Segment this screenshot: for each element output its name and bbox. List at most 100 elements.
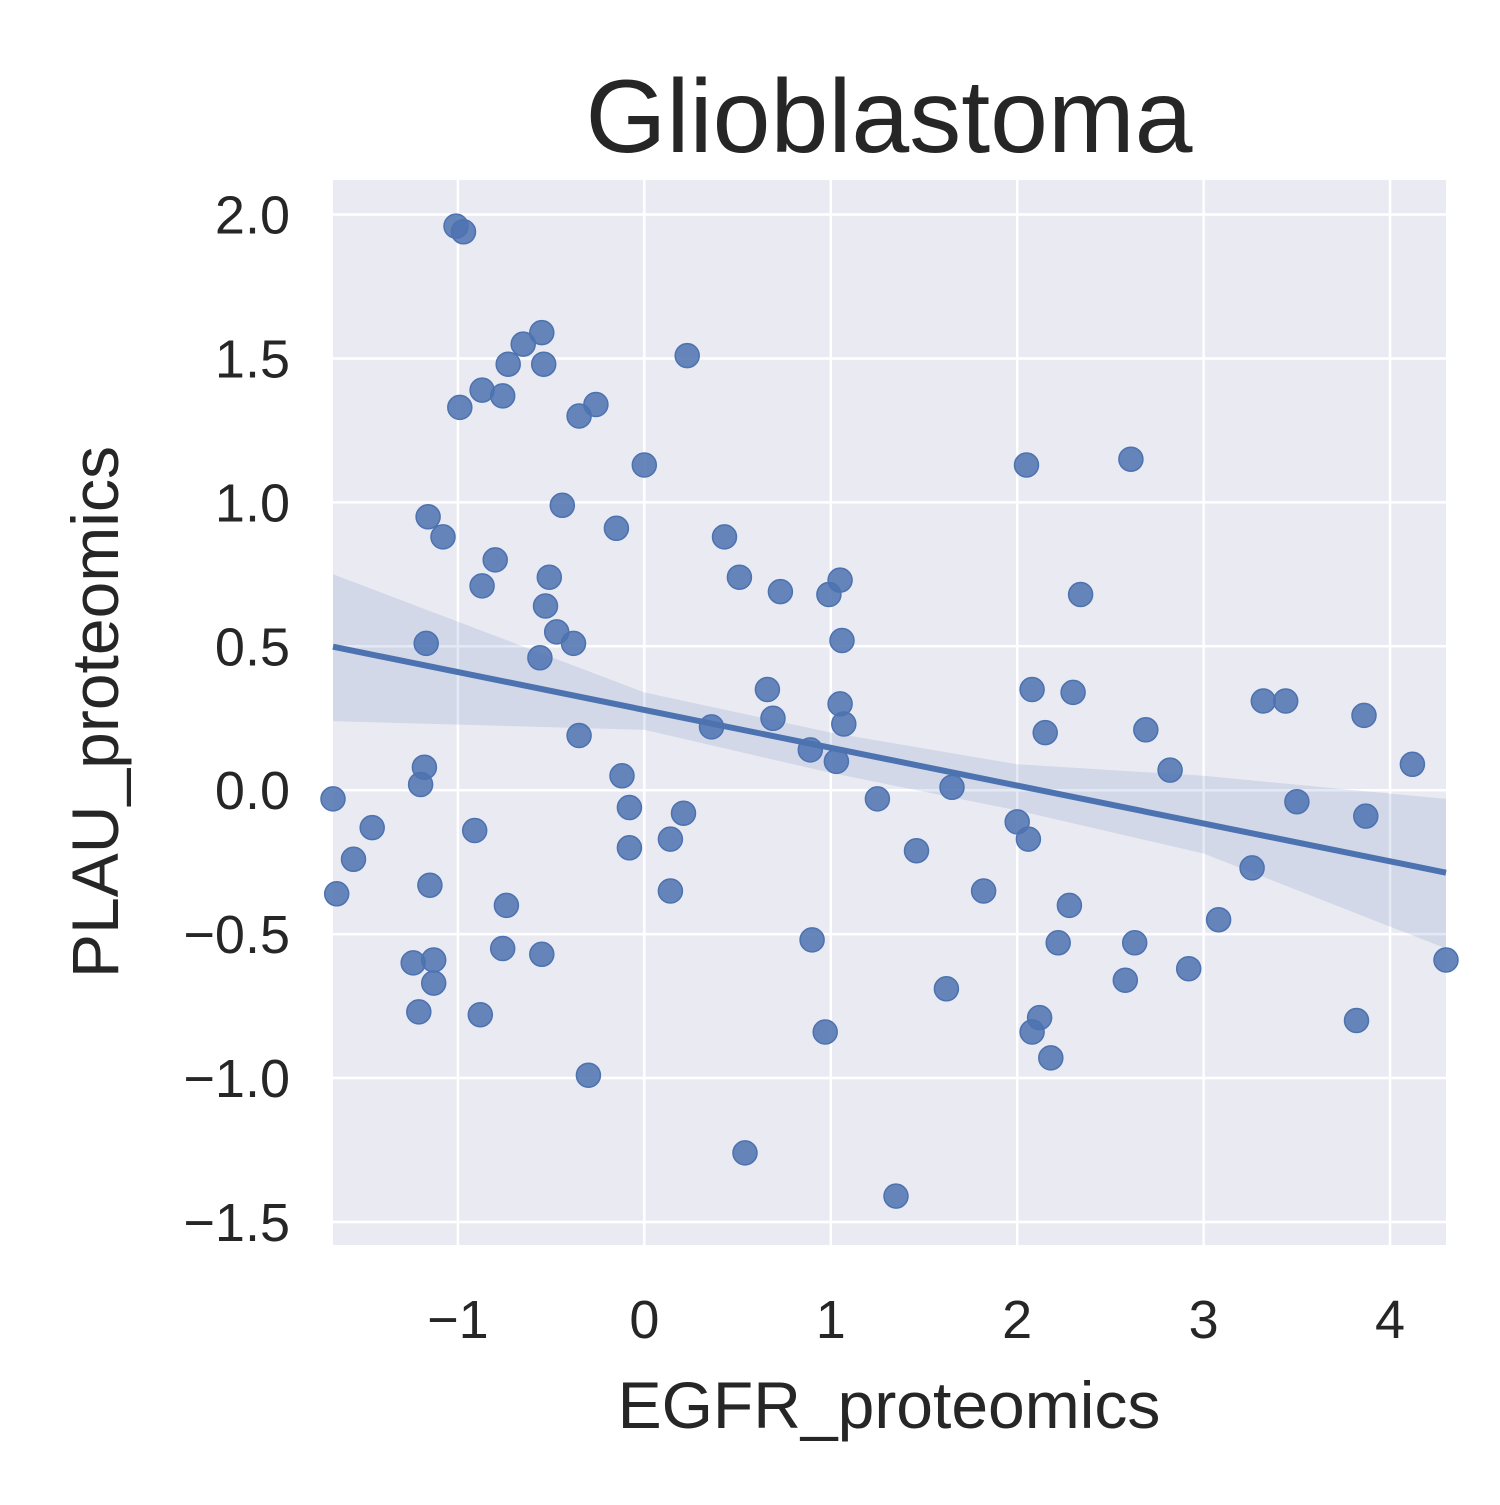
data-point: [407, 771, 434, 798]
data-point: [1239, 855, 1265, 881]
data-point: [726, 564, 753, 590]
data-point: [420, 970, 447, 996]
data-point: [1272, 688, 1299, 714]
data-point: [864, 786, 891, 812]
data-point: [1205, 906, 1232, 933]
data-point: [1045, 930, 1071, 956]
data-point: [1032, 719, 1058, 746]
data-point: [1112, 967, 1139, 993]
data-point: [674, 342, 700, 369]
data-point: [549, 492, 576, 519]
y-tick-label: 2.0: [215, 186, 290, 246]
x-axis-label: EGFR_proteomics: [618, 1368, 1161, 1442]
data-point: [1433, 947, 1459, 973]
y-tick-label: 1.5: [215, 329, 290, 389]
data-point: [670, 800, 697, 826]
data-point: [1019, 676, 1045, 703]
data-point: [609, 763, 635, 789]
data-point: [933, 976, 960, 1002]
x-tick-label: 4: [1375, 1290, 1405, 1350]
data-point: [340, 846, 367, 873]
data-point: [575, 1062, 602, 1088]
data-point: [566, 722, 592, 749]
data-point: [970, 878, 997, 904]
y-tick-label: 0.0: [215, 761, 290, 821]
regression-line: [332, 643, 1447, 876]
data-point: [1250, 688, 1277, 714]
data-point: [1284, 788, 1310, 815]
y-tick-label: −1.5: [183, 1193, 290, 1253]
data-point: [566, 403, 592, 429]
data-point: [359, 814, 385, 841]
data-point: [657, 826, 684, 852]
data-point: [323, 881, 350, 907]
data-point: [413, 630, 439, 657]
data-point: [767, 578, 794, 605]
data-point: [415, 504, 441, 530]
data-point: [616, 794, 643, 821]
x-tick-label: 3: [1189, 1290, 1219, 1350]
data-point: [536, 564, 563, 590]
y-tick-label: −1.0: [183, 1049, 290, 1109]
data-point: [560, 630, 587, 657]
data-point: [1019, 1019, 1045, 1045]
data-point: [320, 786, 346, 812]
data-point: [482, 547, 508, 573]
data-point: [1343, 1007, 1370, 1034]
data-point: [1118, 446, 1144, 472]
data-point: [616, 835, 643, 861]
data-point: [406, 999, 432, 1025]
data-point: [1157, 757, 1183, 783]
data-point: [417, 872, 443, 898]
data-point: [527, 645, 553, 671]
data-point: [420, 947, 447, 973]
data-point: [603, 515, 630, 542]
y-tick-label: −0.5: [183, 905, 290, 965]
data-point: [1353, 803, 1379, 829]
data-point: [799, 927, 825, 953]
data-point: [812, 1019, 838, 1045]
data-point: [760, 705, 786, 732]
data-point: [732, 1140, 758, 1166]
data-point: [1351, 702, 1377, 729]
y-tick-label: 0.5: [215, 617, 290, 677]
data-point: [532, 593, 559, 619]
data-point: [657, 878, 684, 904]
data-point: [450, 219, 477, 245]
data-point: [530, 351, 557, 377]
data-point: [489, 383, 516, 409]
y-tick-label: 1.0: [215, 473, 290, 533]
data-point: [529, 941, 555, 968]
chart-title: Glioblastoma: [586, 59, 1193, 175]
data-point: [1399, 751, 1426, 778]
data-point: [495, 351, 521, 377]
data-point: [711, 524, 738, 550]
data-point: [1121, 930, 1148, 956]
data-point: [493, 892, 520, 919]
y-axis-label: PLAU_proteomics: [58, 446, 132, 978]
data-point: [1060, 679, 1086, 706]
data-point: [1056, 892, 1083, 919]
data-point: [903, 837, 930, 864]
data-point: [489, 935, 516, 962]
y-tick-labels: −1.5 −1.0 −0.5 0.0 0.5 1.0 1.5 2.0: [183, 186, 290, 1253]
data-point: [529, 319, 555, 346]
x-tick-label: −1: [427, 1290, 489, 1350]
data-point: [469, 573, 495, 599]
data-point: [754, 676, 781, 703]
data-point: [510, 331, 536, 357]
data-point: [831, 711, 857, 737]
data-point: [447, 394, 473, 421]
x-tick-labels: −1 0 1 2 3 4: [427, 1290, 1405, 1350]
data-point: [1067, 581, 1094, 608]
x-tick-label: 2: [1002, 1290, 1032, 1350]
data-point: [1013, 452, 1040, 478]
data-point: [461, 817, 488, 844]
data-point: [631, 452, 658, 478]
data-point: [467, 1001, 494, 1028]
data-point: [430, 524, 456, 550]
data-point: [1038, 1045, 1064, 1071]
data-point: [827, 567, 853, 593]
